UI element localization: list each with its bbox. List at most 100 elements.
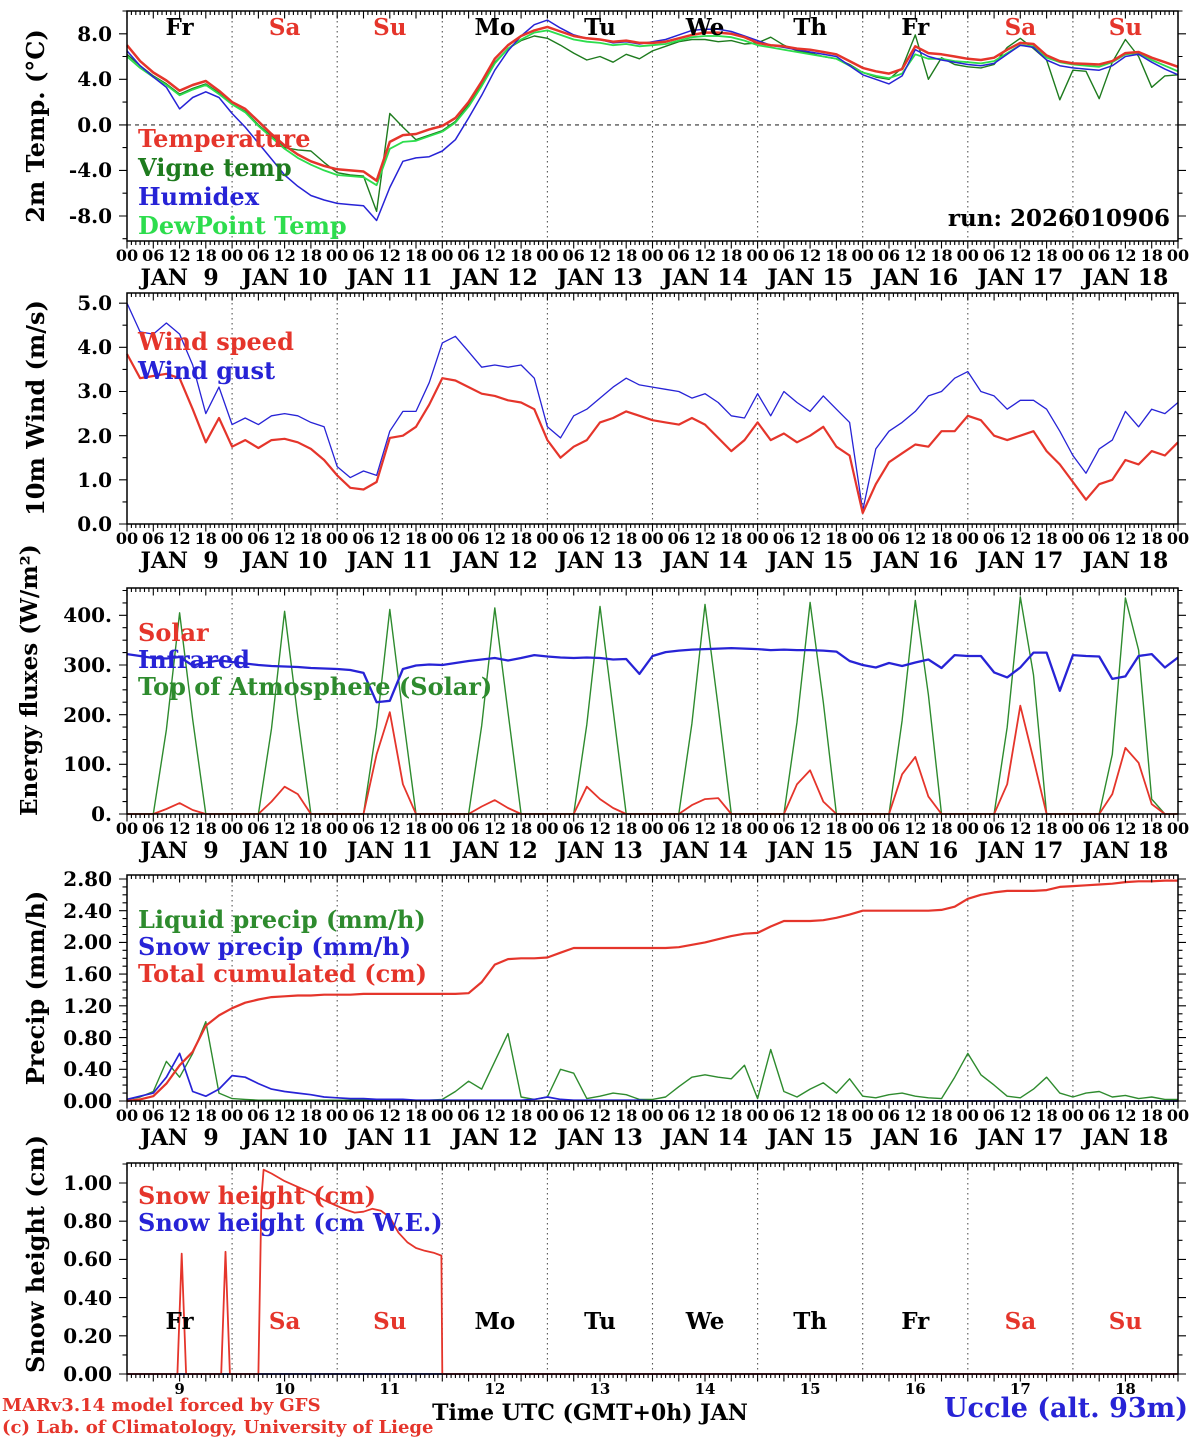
x-day-label: JAN 17: [977, 548, 1064, 574]
x-hour-label: 06: [772, 819, 795, 838]
x-hour-label: 12: [483, 1106, 506, 1125]
x-hour-label: 06: [352, 819, 375, 838]
x-hour-label: 00: [1061, 1106, 1085, 1125]
x-hour-label: 12: [1114, 1106, 1137, 1125]
x-hour-label: 06: [247, 529, 270, 548]
x-hour-label: 00: [1166, 246, 1190, 265]
x-day-label: JAN 11: [346, 548, 433, 574]
x-day-label: JAN 15: [767, 1125, 854, 1151]
y-tick-label: 0.80: [63, 1025, 112, 1050]
y-tick-label: 5.0: [77, 291, 112, 316]
x-day-label: JAN 16: [872, 1125, 959, 1151]
x-day-label: JAN 16: [872, 265, 959, 291]
station-label: Uccle (alt. 93m): [944, 1393, 1188, 1424]
day-of-week-label: Fr: [901, 1308, 930, 1335]
x-hour-label: 00: [746, 819, 769, 838]
x-hour-label: 18: [825, 529, 848, 548]
x-hour-label: 18: [1140, 246, 1163, 265]
x-day-label: JAN 10: [241, 265, 328, 291]
x-day-label: JAN 17: [977, 265, 1064, 291]
x-hour-label: 06: [667, 246, 690, 265]
x-hour-label: 00: [1061, 529, 1085, 548]
x-hour-label: 12: [273, 246, 296, 265]
y-tick-label: 0.80: [63, 1209, 112, 1234]
x-hour-label: 18: [1035, 1106, 1058, 1125]
run-label: run: 2026010906: [947, 205, 1170, 232]
x-day-label: JAN 14: [662, 838, 748, 864]
series-solar: [127, 704, 1178, 815]
x-hour-label: 06: [457, 246, 480, 265]
x-hour-label: 12: [1009, 246, 1032, 265]
x-hour-label: 06: [247, 819, 270, 838]
x-hour-label: 12: [1009, 529, 1032, 548]
x-day-label: JAN 9: [140, 548, 219, 574]
x-day-label: JAN 13: [557, 548, 643, 574]
x-hour-label: 12: [588, 246, 612, 265]
x-hour-label: 00: [326, 246, 349, 265]
day-of-week-label: Sa: [1004, 1308, 1037, 1335]
x-hour-label: 18: [509, 246, 533, 265]
x-hour-label: 06: [772, 529, 795, 548]
x-day-label: JAN 12: [451, 838, 538, 864]
x-hour-label: 18: [299, 246, 323, 265]
legend-snow-panel: Snow height (cm) Snow height (cm W.E.): [138, 1182, 443, 1236]
x-hour-label: 00: [851, 819, 874, 838]
x-hour-label: 06: [982, 529, 1006, 548]
x-day-label: JAN 9: [140, 838, 219, 864]
x-day-label: JAN 13: [557, 1125, 643, 1151]
y-tick-label: 2.40: [63, 898, 112, 923]
legend-snow-height: Snow height (cm): [138, 1181, 377, 1210]
x-day-label: JAN 17: [977, 1125, 1064, 1151]
y-tick-label: 0.0: [77, 512, 112, 536]
x-hour-label: 18: [615, 529, 638, 548]
x-hour-label: 18: [720, 246, 743, 265]
x-hour-label: 00: [115, 819, 139, 838]
series-liquid-precip: [126, 1021, 1178, 1101]
x-hour-label: 06: [247, 246, 270, 265]
y-tick-label: 0.: [91, 802, 112, 826]
x-hour-label: 12: [799, 1106, 822, 1125]
legend-wind-speed: Wind speed: [138, 327, 294, 356]
y-tick-label: 100.: [63, 752, 112, 777]
x-hour-label: 00: [956, 246, 979, 265]
x-hour-label: 00: [1061, 819, 1085, 838]
x-hour-label: 06: [352, 1106, 375, 1125]
legend-wind-gust: Wind gust: [138, 356, 276, 385]
y-tick-label: 8.0: [77, 21, 112, 46]
model-credit: MARv3.14 model forced by GFS: [2, 1395, 321, 1416]
x-day-label: JAN 9: [140, 265, 219, 291]
y-tick-label: 2.0: [77, 423, 112, 448]
x-hour-label: 00: [536, 529, 559, 548]
x-day-label: JAN 18: [1082, 838, 1169, 864]
legend-precip-panel: Liquid precip (mm/h) Snow precip (mm/h) …: [138, 906, 427, 987]
y-tick-label: 0.40: [63, 1057, 112, 1082]
x-hour-label: 00: [220, 819, 244, 838]
series-infrared: [126, 646, 1179, 704]
day-of-week-label: Sa: [268, 1308, 301, 1335]
x-hour-label: 06: [982, 819, 1006, 838]
x-hour-label: 06: [877, 529, 901, 548]
x-hour-label: 18: [825, 819, 848, 838]
x-hour-label: 00: [641, 1106, 664, 1125]
x-hour-label: 06: [667, 1106, 690, 1125]
x-day-label: JAN 15: [767, 265, 854, 291]
x-hour-label: 00: [431, 529, 454, 548]
x-hour-label: 06: [772, 1106, 795, 1125]
x-hour-label: 18: [825, 246, 848, 265]
x-hour-label: 12: [483, 529, 506, 548]
x-hour-label: 00: [326, 529, 349, 548]
x-hour-label: 18: [1140, 819, 1163, 838]
x-hour-label: 18: [720, 529, 743, 548]
x-hour-label: 18: [299, 529, 323, 548]
x-day-label: JAN 18: [1082, 1125, 1169, 1151]
x-hour-label: 00: [220, 1106, 244, 1125]
x-hour-label: 18: [299, 1106, 323, 1125]
day-number-label: 12: [484, 1380, 506, 1398]
legend-temperature-panel: Temperature Vigne temp Humidex DewPoint …: [138, 124, 347, 240]
y-tick-label: 0.20: [63, 1323, 112, 1348]
x-hour-label: 18: [1140, 1106, 1163, 1125]
y-tick-label: -8.0: [68, 203, 112, 228]
x-hour-label: 18: [930, 529, 953, 548]
x-hour-label: 18: [615, 1106, 638, 1125]
legend-liquid-precip: Liquid precip (mm/h): [138, 905, 426, 934]
